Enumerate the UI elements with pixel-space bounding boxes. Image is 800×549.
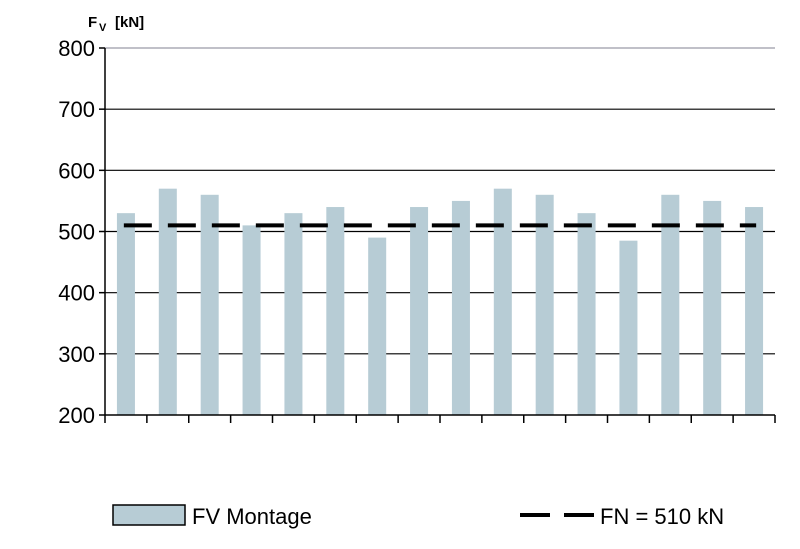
bar: [619, 240, 638, 415]
bar: [158, 188, 177, 415]
axes: [104, 48, 776, 423]
y-axis-title-main: F: [88, 14, 97, 31]
legend-bar-swatch: [112, 504, 186, 526]
bar: [410, 207, 429, 415]
bar: [535, 194, 554, 415]
legend-line-label: FN = 510 kN: [600, 504, 724, 529]
bar: [577, 213, 596, 415]
bar: [116, 213, 135, 415]
y-axis-title-unit: [kN]: [115, 14, 144, 31]
y-tick-label: 500: [58, 220, 95, 245]
y-tick-label: 700: [58, 97, 95, 122]
y-axis-title-subscript: V: [99, 22, 107, 34]
bar: [451, 200, 470, 415]
bar: [242, 225, 261, 415]
bar: [661, 194, 680, 415]
y-tick-label: 600: [58, 158, 95, 183]
bar: [703, 200, 722, 415]
legend-bar-label: FV Montage: [192, 504, 312, 529]
bar-series: [116, 188, 764, 415]
bar: [493, 188, 512, 415]
legend: FV Montage FN = 510 kN: [112, 504, 724, 529]
bar: [745, 207, 764, 415]
bar: [284, 213, 303, 415]
y-axis-title: F V [kN]: [88, 14, 144, 34]
y-tick-label: 300: [58, 342, 95, 367]
bar: [200, 194, 219, 415]
y-tick-label: 800: [58, 36, 95, 61]
y-tick-label: 200: [58, 403, 95, 428]
y-tick-label: 400: [58, 281, 95, 306]
bar: [368, 237, 387, 415]
bar: [326, 207, 345, 415]
y-tick-labels: 800 700 600 500 400 300 200: [58, 36, 95, 428]
